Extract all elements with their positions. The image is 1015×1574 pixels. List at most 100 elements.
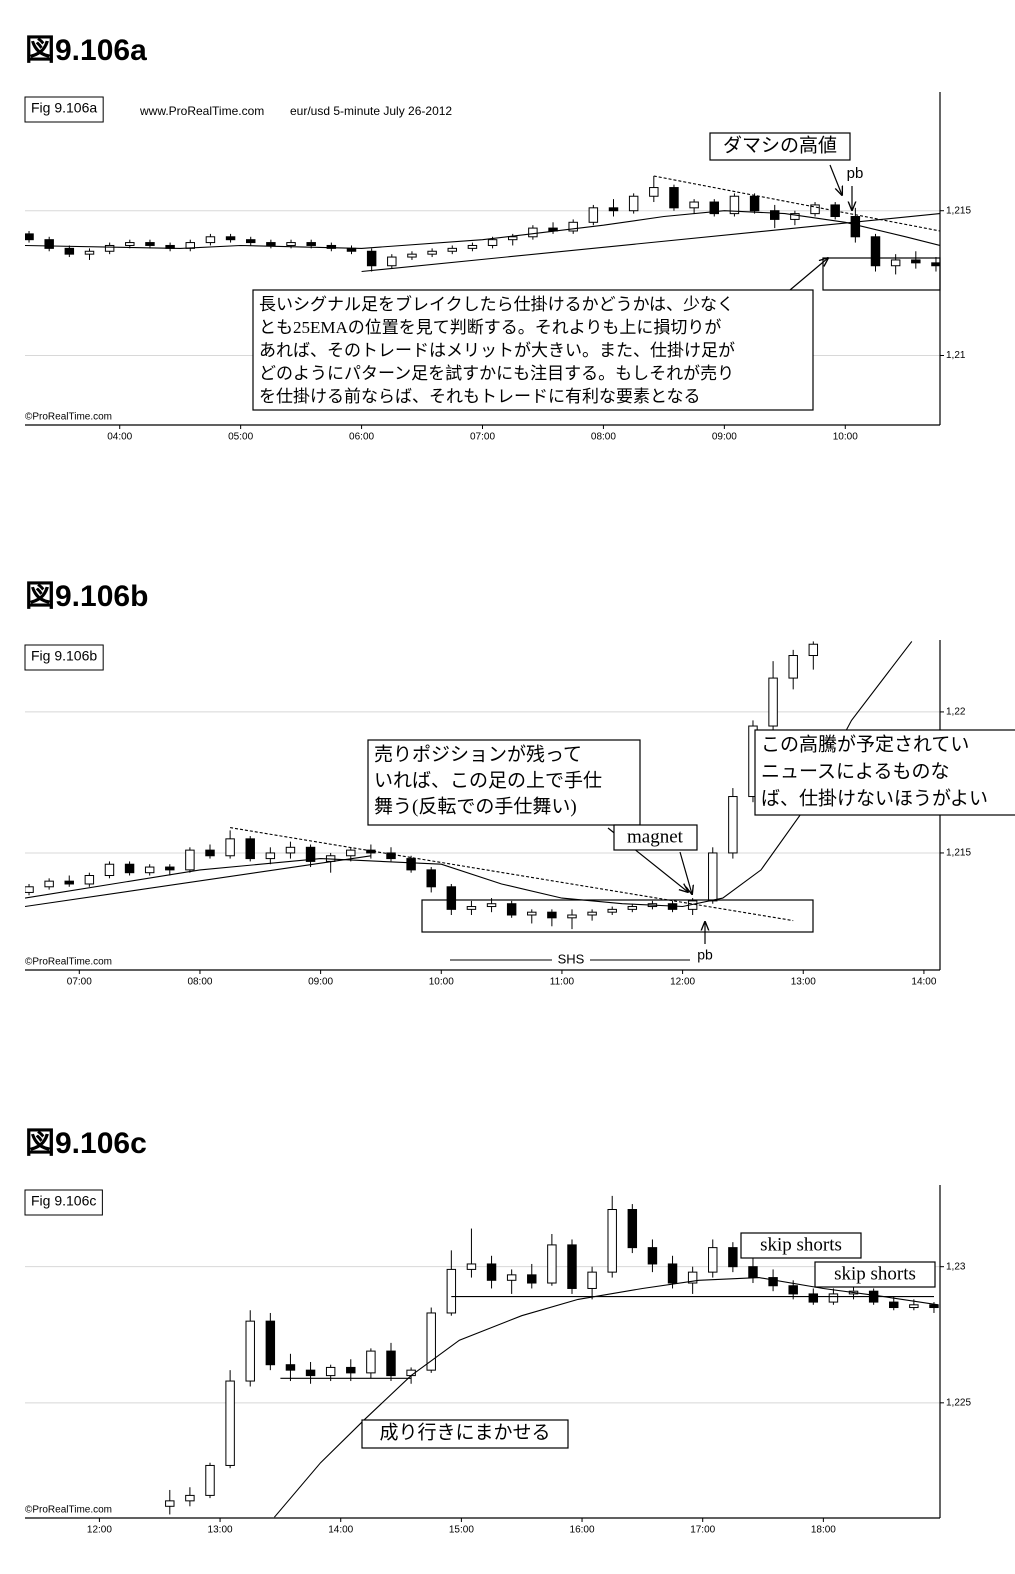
x-tick-label: 12:00 [87, 1525, 112, 1536]
annotation-text: 舞う(反転での手仕舞い) [374, 795, 577, 817]
candle-body [447, 247, 458, 252]
candle-body [649, 187, 659, 197]
candle-body [588, 207, 599, 223]
candle-body [446, 1268, 457, 1314]
candle-body [708, 1247, 718, 1273]
candle-body [708, 852, 718, 902]
candle-body [607, 1209, 617, 1273]
candle-body [124, 863, 135, 874]
candle-body [387, 256, 397, 267]
candle-body [587, 911, 597, 916]
annotation-box [740, 1232, 862, 1259]
price-line [25, 855, 371, 908]
candle-body [466, 906, 477, 910]
x-tick-label: 04:00 [107, 432, 132, 443]
candle-body [870, 236, 881, 267]
x-tick-label: 08:00 [187, 977, 212, 988]
candle-body [266, 242, 276, 246]
candle-body [547, 1244, 557, 1284]
annotation-text: を仕掛ける前ならば、それもトレードに有利な要素となる [259, 387, 701, 406]
arrow [829, 164, 842, 195]
candle-body [890, 259, 901, 267]
price-line [273, 1277, 939, 1518]
fig-label: Fig 9.106a [31, 100, 97, 116]
candle-body [527, 1274, 537, 1284]
annotation-box [754, 729, 1015, 816]
candle-body [386, 1350, 396, 1377]
annotation-text: magnet [627, 826, 684, 847]
candle-body [144, 866, 155, 874]
candle-body [205, 236, 216, 244]
candle-body [748, 1266, 758, 1279]
candle-body [366, 250, 377, 267]
candle-body [568, 221, 578, 232]
candle-body [84, 875, 95, 885]
candle-body [185, 1494, 195, 1502]
fig-label: Fig 9.106b [31, 648, 97, 664]
candle-body [467, 244, 478, 249]
candle-body [64, 247, 75, 255]
fig-label-box [24, 644, 104, 671]
candle-body [406, 858, 416, 871]
y-tick-label: 1,21 [946, 350, 966, 361]
x-tick-label: 13:00 [208, 1525, 233, 1536]
fig-label-box [24, 1189, 103, 1216]
candle-body [627, 906, 638, 910]
candle-body [527, 911, 537, 916]
candle-body [426, 1312, 436, 1371]
y-tick-label: 1,215 [946, 205, 971, 216]
candle-body [205, 849, 215, 857]
annotation-text: skip shorts [760, 1234, 842, 1255]
price-line [361, 213, 940, 273]
x-tick-label: 11:00 [550, 977, 575, 988]
chart-title: 図9.106a [25, 34, 147, 67]
candle-body [407, 253, 417, 258]
candle-body [225, 236, 236, 241]
candle-body [507, 236, 518, 241]
candle-body [627, 1209, 638, 1249]
candle-body [909, 1304, 919, 1309]
candle-body [44, 880, 54, 888]
candle-body [487, 239, 498, 246]
candle-body [689, 201, 699, 209]
price-line [25, 210, 940, 249]
candle-body [828, 1293, 839, 1303]
arrow [679, 851, 692, 894]
candle-body [346, 247, 357, 252]
candle-body [285, 1364, 296, 1371]
annotation-box [252, 289, 814, 411]
candle-body [506, 1274, 517, 1281]
annotation-box [814, 1261, 936, 1288]
annotation-text: とも25EMAの位置を見て判断する。それよりも上に損切りが [259, 318, 721, 337]
annotation-text: pb [847, 165, 864, 182]
candle-body [528, 227, 538, 238]
x-tick-label: 10:00 [833, 432, 858, 443]
price-line [230, 827, 794, 922]
candle-body [104, 244, 115, 252]
y-tick-label: 1,22 [946, 707, 966, 718]
candle-body [709, 201, 720, 215]
candle-body [768, 677, 778, 727]
x-tick-label: 16:00 [570, 1525, 595, 1536]
annotation-text: 成り行きにまかせる [379, 1421, 550, 1443]
candle-body [486, 903, 497, 908]
annotation-text: 売りポジションが残って [374, 743, 582, 765]
y-tick-label: 1,225 [946, 1397, 971, 1408]
candle-body [889, 1301, 899, 1309]
candle-body [185, 849, 195, 871]
x-tick-label: 17:00 [690, 1525, 715, 1536]
annotation-box [613, 824, 698, 851]
annotation-text: ダマシの高値 [723, 134, 837, 156]
candle-body [729, 195, 740, 215]
candle-body [165, 866, 175, 871]
plot-area [25, 175, 940, 275]
candle-body [104, 863, 115, 877]
candle-body [305, 1369, 316, 1377]
candle-body [285, 846, 296, 854]
candle-body [547, 911, 557, 919]
candle-body [768, 1277, 778, 1287]
annotation-text: この高騰が予定されてい [761, 733, 969, 755]
candle-body [427, 250, 437, 255]
annotation-box [367, 739, 641, 826]
annotation-box [361, 1419, 569, 1449]
